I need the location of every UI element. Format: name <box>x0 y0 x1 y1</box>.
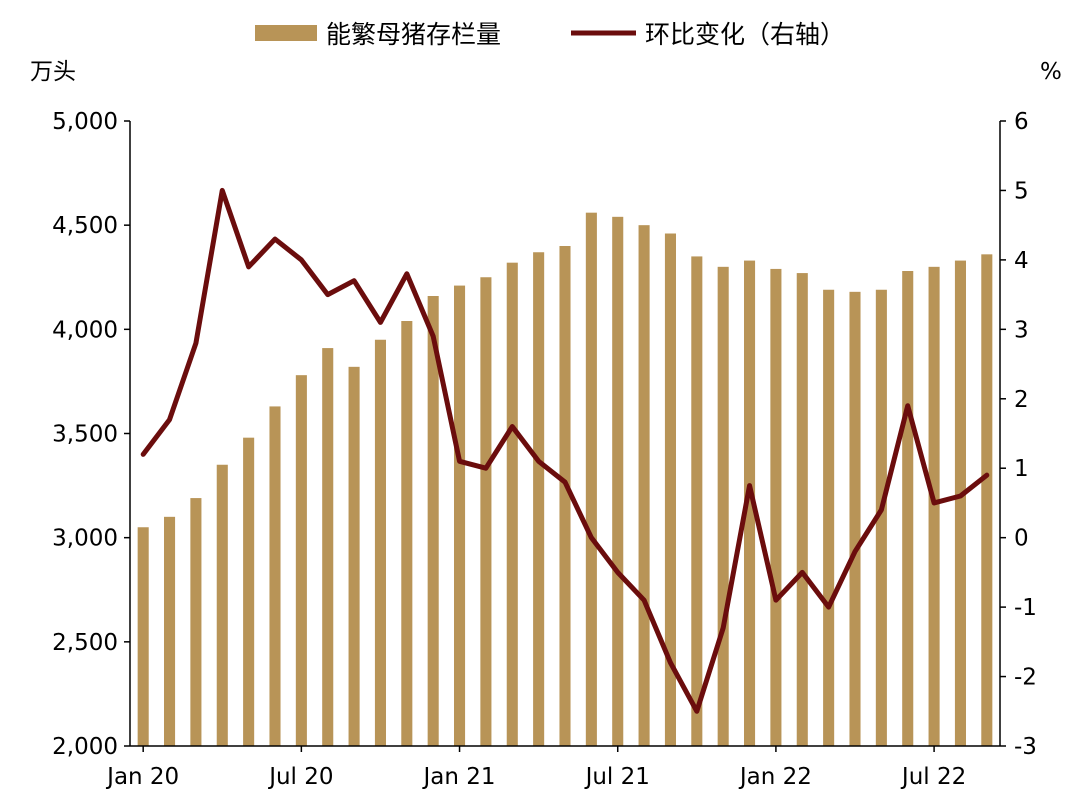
left-tick-label: 4,500 <box>52 213 118 239</box>
bar-0 <box>137 527 149 746</box>
bar-10 <box>401 321 413 746</box>
x-tick-label: Jul 20 <box>267 764 333 790</box>
bar-27 <box>849 291 861 746</box>
bar-13 <box>480 277 492 746</box>
x-tick-label: Jan 22 <box>738 764 812 790</box>
left-tick-label: 3,000 <box>52 526 118 552</box>
legend-label-bars: 能繁母猪存栏量 <box>326 20 501 49</box>
bar-21 <box>691 256 703 746</box>
left-tick-label: 4,000 <box>52 317 118 343</box>
right-tick-label: 3 <box>1014 317 1029 343</box>
bar-16 <box>559 246 571 746</box>
bar-23 <box>744 260 756 746</box>
bar-32 <box>981 254 993 746</box>
legend-swatch-bars <box>255 25 317 41</box>
bar-7 <box>322 348 334 746</box>
right-axis-ticks: -3 -2 -1 0 1 2 3 4 5 6 <box>1000 109 1037 760</box>
x-tick-label: Jan 21 <box>422 764 496 790</box>
left-axis-unit: 万头 <box>30 59 76 85</box>
bar-9 <box>374 339 386 746</box>
right-tick-label: 2 <box>1014 387 1029 413</box>
right-tick-label: 1 <box>1014 456 1029 482</box>
left-axis-ticks: 2,000 2,500 3,000 3,500 4,000 4,500 5,000 <box>52 109 130 760</box>
legend-label-line: 环比变化（右轴） <box>645 20 845 49</box>
bar-12 <box>454 285 466 746</box>
bar-3 <box>216 464 228 746</box>
bar-22 <box>717 266 729 746</box>
right-tick-label: -3 <box>1014 734 1037 760</box>
right-tick-label: 6 <box>1014 109 1029 135</box>
bar-25 <box>796 273 808 746</box>
bar-17 <box>585 212 597 747</box>
legend: 能繁母猪存栏量 环比变化（右轴） <box>255 20 845 49</box>
bar-series <box>137 212 993 747</box>
bar-20 <box>664 233 676 746</box>
x-tick-label: Jul 21 <box>584 764 650 790</box>
bar-2 <box>190 498 202 746</box>
bar-18 <box>612 216 624 746</box>
left-tick-label: 5,000 <box>52 109 118 135</box>
right-axis-unit: % <box>1040 59 1062 85</box>
bar-26 <box>823 289 835 746</box>
bar-28 <box>875 289 887 746</box>
bar-8 <box>348 366 360 746</box>
right-tick-label: 5 <box>1014 178 1029 204</box>
right-tick-label: 0 <box>1014 526 1029 552</box>
bar-30 <box>928 266 940 746</box>
x-tick-label: Jul 22 <box>900 764 966 790</box>
right-tick-label: 4 <box>1014 248 1029 274</box>
bar-6 <box>295 375 307 746</box>
bar-24 <box>770 268 782 746</box>
left-tick-label: 3,500 <box>52 422 118 448</box>
bar-4 <box>243 437 255 746</box>
bar-15 <box>533 252 545 746</box>
bar-14 <box>506 262 518 746</box>
x-tick-label: Jan 20 <box>105 764 179 790</box>
bar-31 <box>954 260 966 746</box>
left-tick-label: 2,000 <box>52 734 118 760</box>
bar-1 <box>164 516 176 746</box>
right-tick-label: -1 <box>1014 595 1037 621</box>
bar-11 <box>427 296 439 746</box>
bar-5 <box>269 406 281 746</box>
x-axis-ticks: Jan 20 Jul 20 Jan 21 Jul 21 Jan 22 Jul 22 <box>105 746 966 790</box>
line-series <box>140 187 990 714</box>
left-tick-label: 2,500 <box>52 630 118 656</box>
right-tick-label: -2 <box>1014 665 1037 691</box>
bar-29 <box>902 271 914 746</box>
bar-19 <box>638 225 650 747</box>
